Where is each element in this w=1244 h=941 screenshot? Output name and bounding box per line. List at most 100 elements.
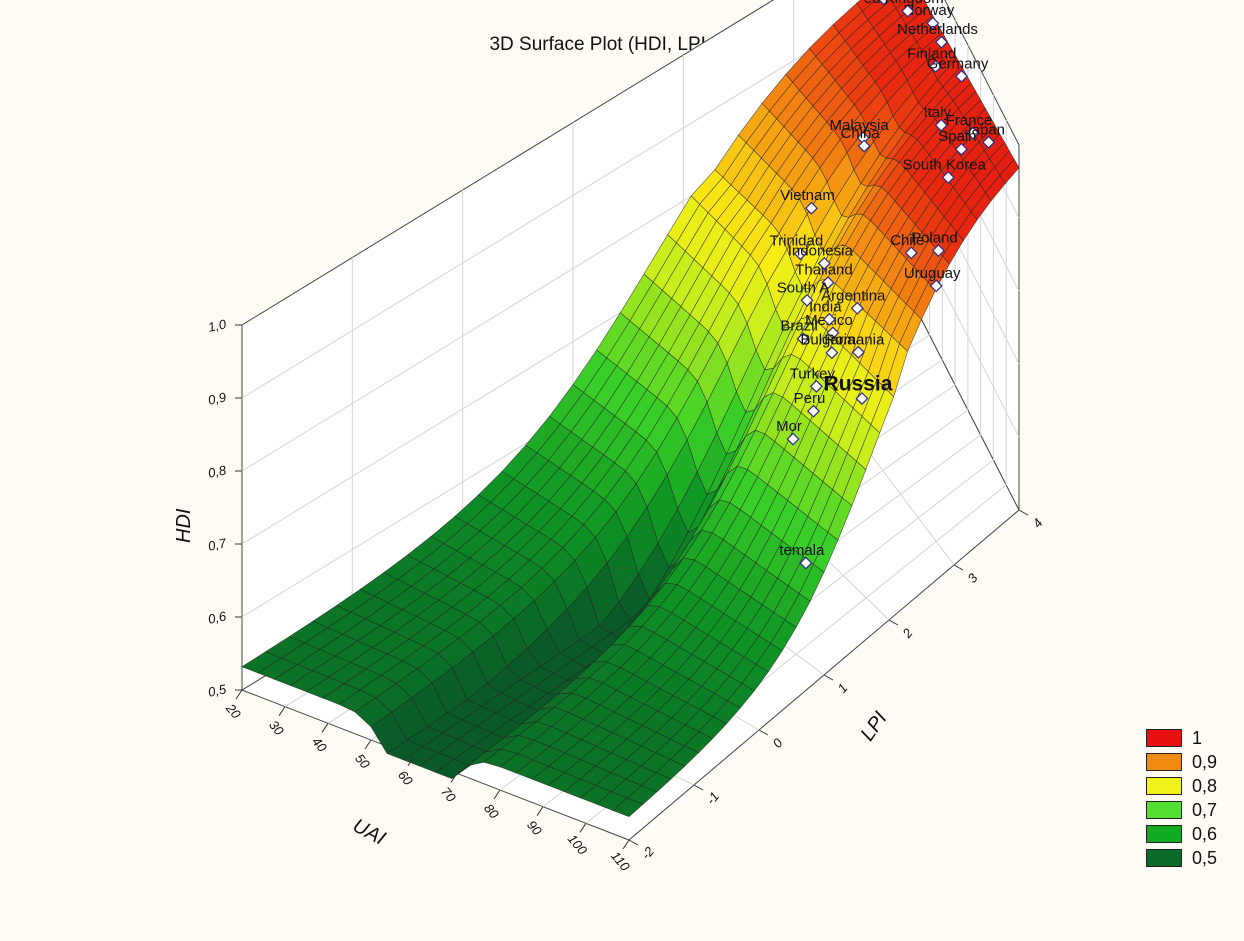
legend-item: 0,6	[1146, 822, 1217, 846]
left-wall-grid-line	[241, 0, 894, 399]
hdi-tick-label: 1,0	[207, 316, 229, 335]
data-point-marker	[796, 332, 810, 346]
data-point-label: South A	[777, 279, 830, 296]
data-point-label: Chile	[890, 232, 924, 249]
lpi-tick	[953, 564, 964, 571]
legend-label: 1	[1192, 727, 1203, 748]
lpi-tick	[628, 839, 639, 846]
data-point-label: Vietnam	[780, 187, 835, 204]
lpi-axis-label: LPI	[856, 708, 891, 746]
data-point-marker	[855, 391, 869, 405]
data-point-label: Thailand	[795, 262, 853, 279]
data-point-label: Spain	[938, 128, 976, 145]
uai-tick-label: 50	[352, 751, 373, 772]
uai-axis-label: UAI	[349, 815, 389, 850]
data-point-label: France	[946, 112, 993, 129]
data-point-marker	[954, 142, 968, 156]
hdi-tick-label: 0,5	[207, 681, 229, 700]
color-legend: 1 0,9 0,8 0,7 0,6 0,5	[1146, 726, 1217, 870]
data-point-marker	[966, 126, 980, 140]
legend-swatch	[1146, 825, 1182, 843]
data-point-marker	[982, 135, 996, 149]
data-point-marker	[817, 256, 831, 270]
data-point-label: Finland	[907, 45, 956, 62]
lpi-tick-label: 0	[769, 735, 786, 751]
data-point-marker	[941, 170, 955, 184]
data-point-marker	[825, 346, 839, 360]
legend-label: 0,5	[1192, 847, 1218, 868]
legend-item: 0,9	[1146, 750, 1217, 774]
uai-tick	[579, 823, 587, 833]
data-point-label: ed Kingdom	[864, 0, 944, 7]
data-point-marker	[821, 276, 835, 290]
data-point-label: China	[841, 125, 881, 142]
data-point-label: Italy	[923, 104, 951, 121]
lpi-tick-label: 4	[1029, 516, 1045, 531]
data-point-marker	[929, 59, 943, 73]
data-point-marker	[934, 35, 948, 49]
hdi-tick-label: 0,7	[207, 535, 229, 554]
data-point-marker	[926, 16, 940, 30]
uai-tick	[622, 839, 630, 850]
legend-item: 0,7	[1146, 798, 1217, 822]
data-point-marker	[857, 139, 871, 153]
data-point-label: Mor	[776, 418, 802, 435]
data-point-marker	[856, 131, 870, 145]
data-point-label: Bulgaria	[800, 332, 856, 349]
lpi-tick	[1018, 509, 1029, 516]
data-point-marker	[826, 326, 840, 340]
data-point-label: Malaysia	[829, 117, 889, 134]
data-point-label: Netherlands	[897, 21, 978, 38]
data-point-marker	[954, 69, 969, 83]
uai-tick	[278, 706, 286, 716]
hdi-tick-label: 0,6	[207, 608, 229, 627]
data-point-marker	[804, 201, 818, 215]
hdi-axis-label: HDI	[173, 508, 195, 543]
surface-patch	[612, 797, 644, 818]
uai-tick	[450, 773, 458, 783]
legend-swatch	[1146, 753, 1182, 771]
data-point-label: temala	[779, 542, 825, 559]
lpi-tick-label: 3	[964, 570, 981, 586]
uai-tick-label: 110	[608, 848, 633, 874]
legend-swatch	[1146, 801, 1182, 819]
hdi-tick-label: 0,9	[207, 389, 228, 407]
data-point-label: Germany	[927, 55, 989, 72]
uai-tick-label: 90	[524, 817, 545, 838]
data-point-label: India	[809, 298, 842, 315]
uai-tick-label: 60	[395, 767, 416, 788]
data-point-label: Brazil	[780, 318, 818, 335]
legend-label: 0,9	[1192, 751, 1218, 772]
legend-label: 0,7	[1192, 799, 1218, 820]
legend-item: 1	[1146, 726, 1217, 750]
uai-tick-label: 70	[438, 784, 459, 805]
uai-tick	[321, 723, 329, 733]
data-point-label: Romania	[824, 331, 885, 348]
data-point-label: Argentina	[821, 287, 886, 304]
data-point-marker	[877, 0, 891, 6]
legend-label: 0,6	[1192, 823, 1218, 844]
legend-swatch	[1146, 849, 1182, 867]
data-point-marker	[934, 118, 948, 132]
data-point-marker	[786, 432, 800, 446]
data-point-marker	[851, 345, 865, 359]
legend-item: 0,8	[1146, 774, 1217, 798]
data-point-label: Trinidad	[770, 233, 824, 250]
data-point-marker	[806, 404, 820, 418]
legend-swatch	[1146, 777, 1182, 795]
lpi-tick	[693, 784, 704, 791]
data-point-label: Indonesia	[788, 242, 854, 259]
data-point-label: Russia	[824, 372, 893, 395]
legend-item: 0,5	[1146, 846, 1217, 870]
data-point-marker	[904, 246, 918, 260]
hdi-tick-label: 0,8	[207, 462, 229, 481]
data-point-marker	[901, 4, 915, 18]
lpi-tick-label: -2	[638, 843, 657, 862]
lpi-tick	[888, 619, 899, 626]
uai-tick	[493, 789, 501, 800]
uai-tick	[407, 756, 415, 766]
data-point-label: Poland	[911, 230, 958, 247]
data-point-label: Turkey	[790, 365, 836, 382]
lpi-tick-label: 1	[834, 681, 850, 696]
